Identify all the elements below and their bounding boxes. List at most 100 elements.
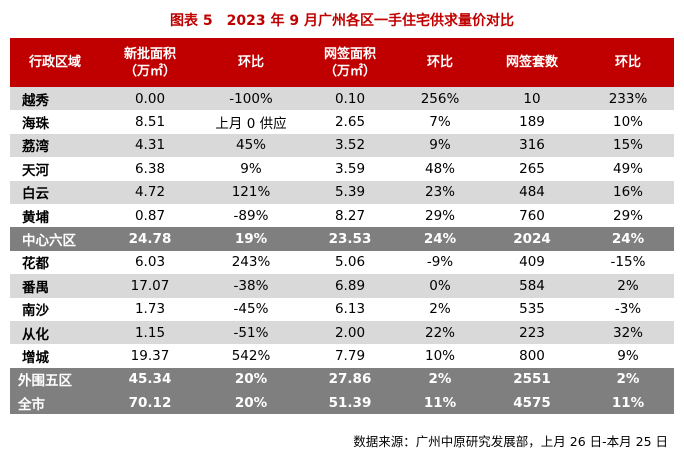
value-cell: 4.72 (100, 180, 200, 204)
district-name-cell: 黄埔 (10, 203, 100, 228)
value-cell: 409 (482, 250, 582, 275)
column-header-unit: （万㎡） (123, 63, 176, 79)
table-row: 南沙 1.73 -45% 6.13 2% 535 -3% (10, 297, 674, 321)
value-cell: 9% (582, 344, 674, 368)
value-cell: 45.34 (100, 367, 200, 392)
value-cell: 535 (482, 297, 582, 321)
value-cell: 15% (582, 133, 674, 158)
column-header: 环比 (398, 38, 482, 87)
value-cell: 6.38 (100, 157, 200, 181)
value-cell: -45% (200, 297, 302, 321)
value-cell: 上月 0 供应 (200, 110, 302, 134)
district-name-cell: 全市 (10, 391, 100, 415)
value-cell: 2% (398, 367, 482, 392)
column-header: 行政区域 (10, 38, 100, 87)
district-name-cell: 天河 (10, 157, 100, 181)
value-cell: 7% (398, 110, 482, 134)
district-name-cell: 海珠 (10, 110, 100, 134)
value-cell: 48% (398, 157, 482, 181)
column-header: 新批面积 （万㎡） (100, 38, 200, 87)
table-row: 增城 19.37 542% 7.79 10% 800 9% (10, 344, 674, 368)
value-cell: 265 (482, 157, 582, 181)
value-cell: 189 (482, 110, 582, 134)
value-cell: 11% (398, 391, 482, 415)
value-cell: 2.65 (302, 110, 398, 134)
value-cell: 9% (200, 157, 302, 181)
value-cell: 17.07 (100, 274, 200, 298)
table-row: 全市 70.12 20% 51.39 11% 4575 11% (10, 391, 674, 415)
district-name-cell: 从化 (10, 320, 100, 345)
district-name-cell: 荔湾 (10, 133, 100, 158)
value-cell: 2% (398, 297, 482, 321)
value-cell: 223 (482, 320, 582, 345)
value-cell: 10% (582, 110, 674, 134)
table-row: 黄埔 0.87 -89% 8.27 29% 760 29% (10, 203, 674, 228)
value-cell: 3.52 (302, 133, 398, 158)
value-cell: 22% (398, 320, 482, 345)
table-row: 番禺 17.07 -38% 6.89 0% 584 2% (10, 274, 674, 298)
table-row: 越秀 0.00 -100% 0.10 256% 10 233% (10, 87, 674, 111)
value-cell: 20% (200, 367, 302, 392)
table-body: 越秀 0.00 -100% 0.10 256% 10 233% 海珠 8.51 上月 0 供应 2.… (10, 87, 674, 415)
figure-title: 图表 5 2023 年 9 月广州各区一手住宅供求量价对比 (170, 13, 514, 29)
value-cell: 233% (582, 87, 674, 111)
column-header-unit: （万㎡） (323, 63, 376, 79)
table-row: 海珠 8.51 上月 0 供应 2.65 7% 189 10% (10, 110, 674, 134)
value-cell: 121% (200, 180, 302, 204)
value-cell: 2.00 (302, 320, 398, 345)
value-cell: 29% (398, 203, 482, 228)
value-cell: 7.79 (302, 344, 398, 368)
table-row: 从化 1.15 -51% 2.00 22% 223 32% (10, 320, 674, 345)
value-cell: 45% (200, 133, 302, 158)
value-cell: 4.31 (100, 133, 200, 158)
value-cell: -15% (582, 250, 674, 275)
value-cell: 800 (482, 344, 582, 368)
value-cell: 0.00 (100, 87, 200, 111)
value-cell: 10% (398, 344, 482, 368)
table-row: 中心六区 24.78 19% 23.53 24% 2024 24% (10, 227, 674, 251)
column-header-label: 环比 (426, 55, 453, 70)
column-header-label: 环比 (237, 55, 264, 70)
value-cell: -9% (398, 250, 482, 275)
value-cell: 9% (398, 133, 482, 158)
value-cell: 2% (582, 274, 674, 298)
column-header: 环比 (582, 38, 674, 87)
district-name-cell: 中心六区 (10, 227, 100, 251)
value-cell: 10 (482, 87, 582, 111)
column-header-label: 行政区域 (28, 55, 81, 70)
value-cell: 49% (582, 157, 674, 181)
value-cell: 16% (582, 180, 674, 204)
value-cell: 23% (398, 180, 482, 204)
table-row: 外围五区 45.34 20% 27.86 2% 2551 2% (10, 367, 674, 392)
value-cell: -3% (582, 297, 674, 321)
value-cell: 24% (582, 227, 674, 251)
value-cell: 20% (200, 391, 302, 415)
value-cell: 0.87 (100, 203, 200, 228)
value-cell: 8.27 (302, 203, 398, 228)
value-cell: 4575 (482, 391, 582, 415)
column-header: 网签套数 (482, 38, 582, 87)
column-header-label: 网签套数 (505, 55, 558, 70)
value-cell: -38% (200, 274, 302, 298)
value-cell: 70.12 (100, 391, 200, 415)
value-cell: 24% (398, 227, 482, 251)
table-row: 白云 4.72 121% 5.39 23% 484 16% (10, 180, 674, 204)
value-cell: 542% (200, 344, 302, 368)
value-cell: 2551 (482, 367, 582, 392)
district-name-cell: 番禺 (10, 274, 100, 298)
value-cell: 11% (582, 391, 674, 415)
value-cell: 5.39 (302, 180, 398, 204)
value-cell: -100% (200, 87, 302, 111)
value-cell: 3.59 (302, 157, 398, 181)
column-header-label: 新批面积 (123, 46, 176, 62)
value-cell: 19.37 (100, 344, 200, 368)
column-header: 环比 (200, 38, 302, 87)
value-cell: 6.03 (100, 250, 200, 275)
value-cell: 584 (482, 274, 582, 298)
table-row: 天河 6.38 9% 3.59 48% 265 49% (10, 157, 674, 181)
data-source-note: 数据来源：广州中原研究发展部，上月 26 日-本月 25 日 (353, 434, 668, 449)
value-cell: 5.06 (302, 250, 398, 275)
value-cell: 2024 (482, 227, 582, 251)
header-row: 行政区域 新批面积 （万㎡） 环比 网签面积 （万㎡） 环比 网签套数 环比 (10, 38, 674, 87)
value-cell: 1.15 (100, 320, 200, 345)
